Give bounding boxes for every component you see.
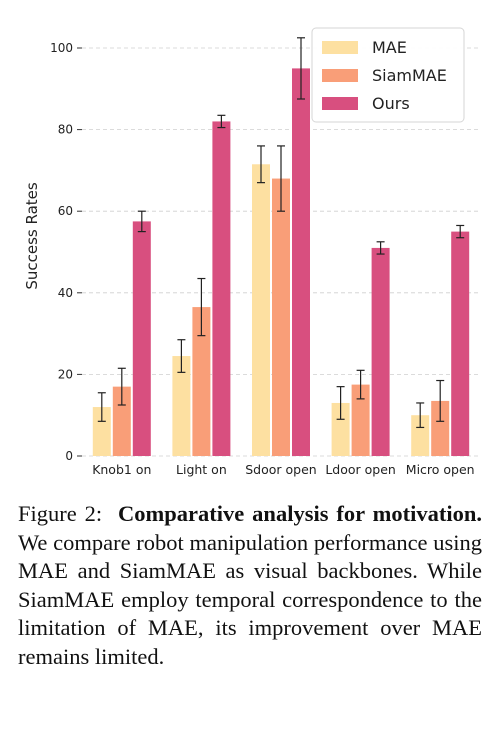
y-tick-label: 0 bbox=[65, 449, 73, 463]
legend-swatch bbox=[322, 41, 358, 54]
bar bbox=[292, 68, 310, 457]
y-tick-label: 100 bbox=[50, 41, 73, 55]
bar bbox=[272, 178, 290, 456]
bar-chart: 0 20 40 60 80 100 Knob1 on Light on Sdoor open Ld… bbox=[23, 27, 480, 477]
bar bbox=[172, 356, 191, 456]
y-tick-label: 40 bbox=[58, 286, 73, 300]
figure-label: Figure 2: bbox=[18, 501, 103, 526]
bar bbox=[431, 400, 450, 456]
axes: 0 20 40 60 80 100 Knob1 on Light on Sdoor open Ld… bbox=[50, 41, 475, 477]
caption-bold-title: Comparative analysis for motivation. bbox=[118, 501, 482, 526]
x-tick-label: Micro open bbox=[406, 462, 475, 477]
bars bbox=[92, 68, 470, 457]
y-tick-label: 20 bbox=[58, 367, 73, 381]
legend-label: MAE bbox=[372, 38, 407, 57]
bar bbox=[331, 402, 350, 456]
y-tick-label: 80 bbox=[58, 123, 73, 137]
bar bbox=[252, 164, 270, 456]
legend: MAE SiamMAE Ours bbox=[311, 27, 465, 123]
bar bbox=[92, 407, 111, 456]
y-axis-label: Success Rates bbox=[23, 182, 41, 290]
bar bbox=[351, 384, 370, 456]
figure-caption: Figure 2: Comparative analysis for motiv… bbox=[18, 500, 482, 672]
error-bars bbox=[97, 37, 465, 429]
y-tick-label: 60 bbox=[58, 204, 73, 218]
bar bbox=[132, 221, 151, 456]
legend-swatch bbox=[322, 69, 358, 82]
bar bbox=[451, 231, 470, 456]
bar bbox=[192, 307, 211, 456]
bar bbox=[371, 247, 390, 456]
x-tick-label: Ldoor open bbox=[325, 462, 396, 477]
bar bbox=[112, 386, 131, 456]
x-tick-label: Light on bbox=[176, 462, 227, 477]
legend-label: Ours bbox=[372, 94, 410, 113]
caption-body: We compare robot manip­ulation performan… bbox=[18, 529, 482, 669]
bar bbox=[411, 415, 430, 456]
x-tick-label: Sdoor open bbox=[245, 462, 316, 477]
legend-label: SiamMAE bbox=[372, 66, 447, 85]
legend-swatch bbox=[322, 97, 358, 110]
x-tick-label: Knob1 on bbox=[92, 462, 151, 477]
bar bbox=[212, 121, 231, 456]
